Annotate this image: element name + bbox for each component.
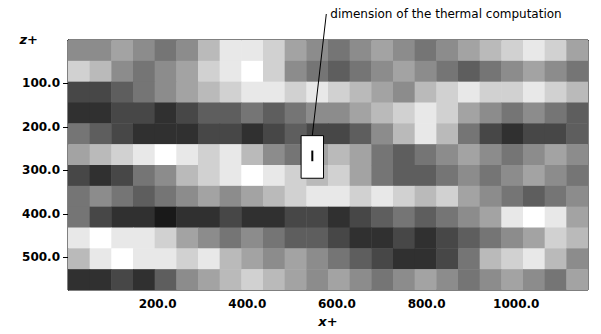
svg-text:300.0: 300.0 — [22, 163, 60, 177]
svg-text:400.0: 400.0 — [228, 297, 266, 311]
svg-text:1000.0: 1000.0 — [493, 297, 539, 311]
svg-text:x+: x+ — [317, 314, 337, 329]
svg-text:100.0: 100.0 — [22, 76, 60, 90]
svg-text:400.0: 400.0 — [22, 207, 60, 221]
svg-text:500.0: 500.0 — [22, 250, 60, 264]
svg-text:z+: z+ — [19, 32, 38, 47]
svg-text:200.0: 200.0 — [139, 297, 177, 311]
svg-text:200.0: 200.0 — [22, 120, 60, 134]
svg-text:800.0: 800.0 — [408, 297, 446, 311]
svg-text:dimension of the thermal compu: dimension of the thermal computation — [330, 7, 561, 21]
svg-text:600.0: 600.0 — [318, 297, 356, 311]
